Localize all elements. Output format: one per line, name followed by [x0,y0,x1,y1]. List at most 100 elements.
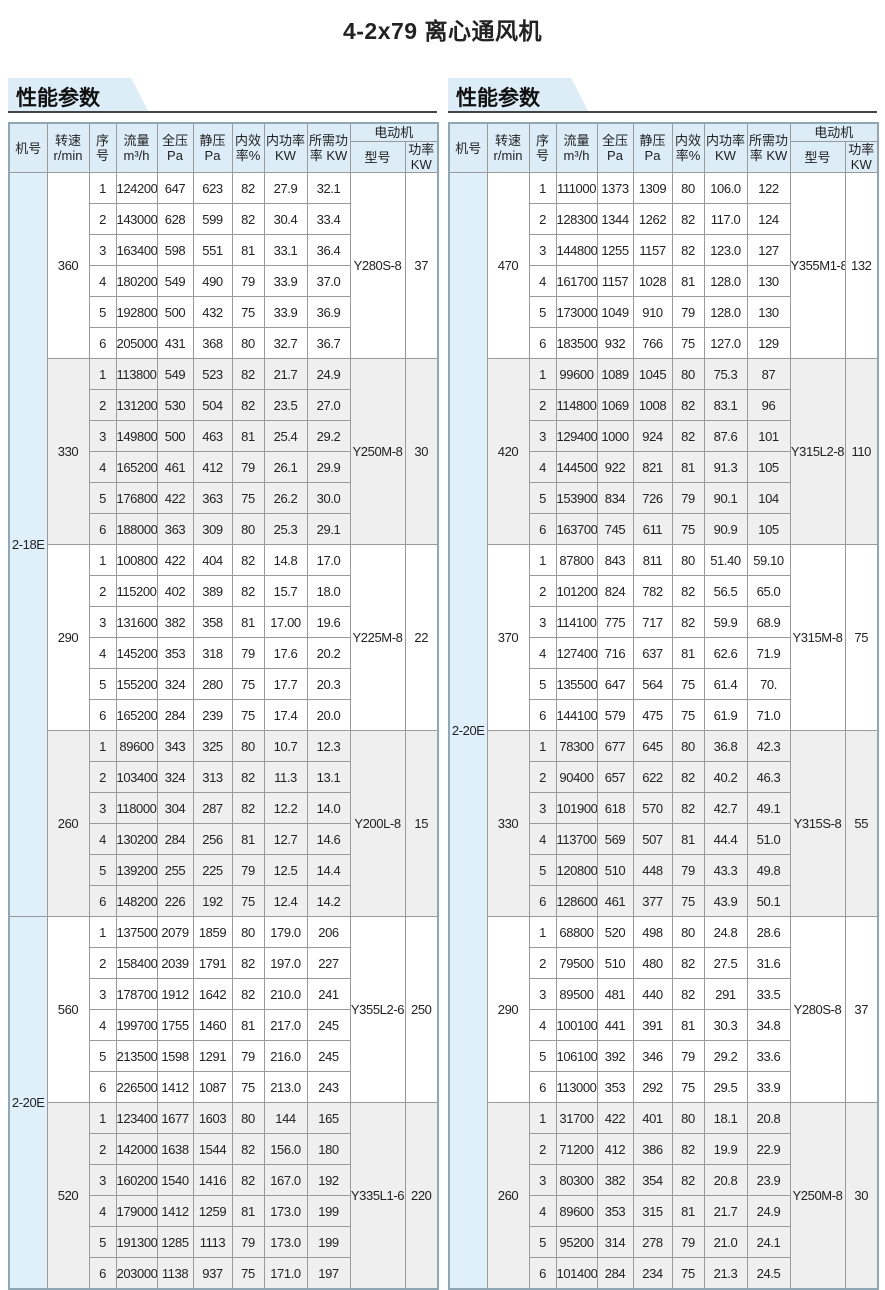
header-motor-power-line: 功率 [848,142,875,158]
seq-cell: 1 [88,730,117,762]
required-power-cell: 17.0 [306,544,351,576]
internal-power-cell: 90.9 [703,513,748,545]
seq-cell: 2 [88,947,117,979]
seq-cell: 6 [528,699,557,731]
seq-cell: 3 [528,978,557,1010]
total-pressure-cell: 1069 [596,389,634,421]
flow-cell: 137500 [115,916,158,948]
total-pressure-cell: 314 [596,1226,634,1258]
flow-cell: 149800 [115,420,158,452]
total-pressure-cell: 647 [156,172,194,204]
internal-power-cell: 173.0 [263,1195,308,1227]
header-efficiency: 内效 率% [231,122,265,173]
table-row: 5 192800 500 432 75 33.9 36.9 [9,296,438,328]
total-pressure-cell: 1677 [156,1102,194,1134]
seq-cell: 4 [528,1009,557,1041]
motor-power-cell: 22 [404,544,439,731]
performance-panel-right: 性能参数 机号 转速 r/min 序号流量 m³/h 全压 Pa 静压 Pa 内效 率% 内功率 KW 所… [448,78,880,1290]
table-row: 290 1 100800 422 404 82 14.8 17.0 Y225M-8 22 [9,544,439,731]
flow-cell: 148200 [115,885,158,917]
internal-power-cell: 171.0 [263,1257,308,1290]
seq-cell: 6 [88,513,117,545]
internal-power-cell: 106.0 [703,172,748,204]
total-pressure-cell: 324 [156,761,194,793]
seq-cell: 6 [528,513,557,545]
internal-power-cell: 27.5 [703,947,748,979]
total-pressure-cell: 392 [596,1040,634,1072]
efficiency-cell: 75 [671,885,705,917]
table-row: 260 1 31700 422 401 80 18.1 20.8 Y250M-8 30 [449,1102,879,1290]
total-pressure-cell: 1755 [156,1009,194,1041]
internal-power-cell: 21.0 [703,1226,748,1258]
efficiency-cell: 79 [231,265,265,297]
efficiency-cell: 75 [231,1257,265,1290]
required-power-cell: 37.0 [306,265,351,297]
page-title: 4-2x79 离心通风机 [342,18,542,44]
seq-cell: 1 [528,1102,557,1134]
internal-power-cell: 26.2 [263,482,308,514]
required-power-cell: 36.7 [306,327,351,359]
seq-cell: 4 [528,451,557,483]
table-row: 2 114800 1069 1008 82 83.1 96 [449,389,878,421]
total-pressure-cell: 569 [596,823,634,855]
total-pressure-cell: 1285 [156,1226,194,1258]
required-power-cell: 71.0 [746,699,791,731]
seq-cell: 1 [528,730,557,762]
required-power-cell: 227 [306,947,351,979]
static-pressure-cell: 1008 [632,389,673,421]
total-pressure-cell: 657 [596,761,634,793]
seq-cell: 5 [528,854,557,886]
static-pressure-cell: 937 [192,1257,233,1290]
efficiency-cell: 79 [671,854,705,886]
internal-power-cell: 33.9 [263,296,308,328]
header-efficiency: 内效 率% [671,122,705,173]
efficiency-cell: 82 [671,761,705,793]
header-required-power-line: 所需功 [748,133,788,148]
header-required-power: 所需功率 KW [746,122,791,173]
internal-power-cell: 91.3 [703,451,748,483]
efficiency-cell: 79 [231,451,265,483]
static-pressure-cell: 717 [632,606,673,638]
efficiency-cell: 75 [231,668,265,700]
efficiency-cell: 79 [231,1040,265,1072]
header-required-power-line: 率 KW [749,148,788,163]
efficiency-cell: 81 [231,234,265,266]
performance-table: 机号 转速 r/min 序号流量 m³/h 全压 Pa 静压 Pa 内效 率% 内功率 KW 所需功率 K… [8,122,440,1290]
seq-cell: 2 [528,947,557,979]
total-pressure-cell: 255 [156,854,194,886]
static-pressure-cell: 611 [632,513,673,545]
efficiency-cell: 80 [671,916,705,948]
internal-power-cell: 123.0 [703,234,748,266]
total-pressure-cell: 843 [596,544,634,576]
efficiency-cell: 81 [671,451,705,483]
required-power-cell: 36.4 [306,234,351,266]
required-power-cell: 51.0 [746,823,791,855]
static-pressure-cell: 377 [632,885,673,917]
motor-power-cell: 75 [844,544,879,731]
total-pressure-cell: 441 [596,1009,634,1041]
flow-cell: 183500 [555,327,598,359]
internal-power-cell: 17.7 [263,668,308,700]
table-row: 2-20E 470 1 111000 1373 1309 80 106.0 122 Y355M1-… [448,172,879,1290]
header-internal-power-line: KW [275,148,296,163]
header-speed-line: r/min [53,148,83,163]
efficiency-cell: 82 [231,792,265,824]
header-efficiency-line: 内效 [234,133,261,148]
table-row: 3 129400 1000 924 82 87.6 101 [449,420,878,452]
efficiency-cell: 81 [231,823,265,855]
static-pressure-cell: 622 [632,761,673,793]
seq-cell: 2 [88,389,117,421]
total-pressure-cell: 304 [156,792,194,824]
static-pressure-cell: 239 [192,699,233,731]
motor-model-cell: Y335L1-6 [349,1102,406,1290]
static-pressure-cell: 1460 [192,1009,233,1041]
efficiency-cell: 80 [231,513,265,545]
seq-cell: 5 [88,1040,117,1072]
header-motor-model: 型号 [789,141,846,173]
flow-cell: 100100 [555,1009,598,1041]
internal-power-cell: 30.3 [703,1009,748,1041]
seq-cell: 4 [88,637,117,669]
static-pressure-cell: 280 [192,668,233,700]
total-pressure-cell: 422 [596,1102,634,1134]
static-pressure-cell: 192 [192,885,233,917]
